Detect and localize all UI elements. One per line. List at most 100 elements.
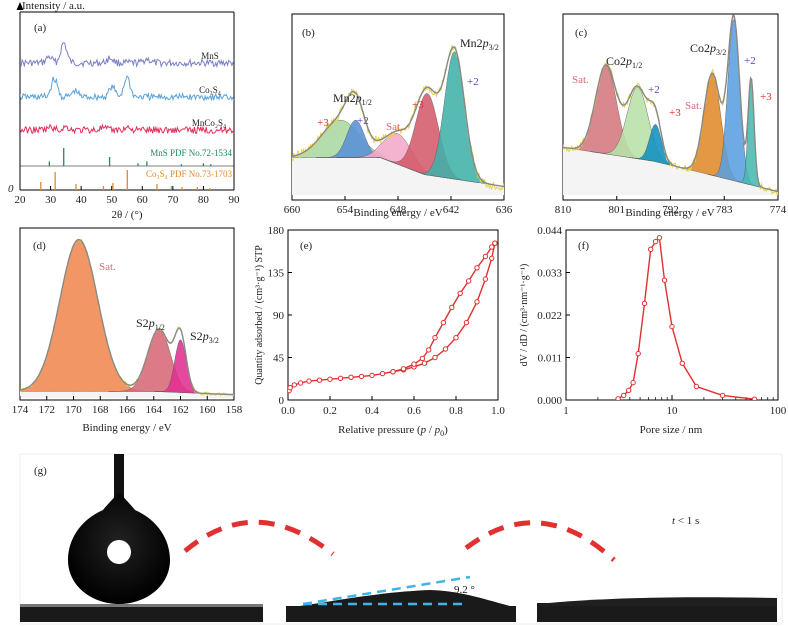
c-annot-plus3-left: +3 bbox=[669, 107, 681, 119]
panel-e-y-tick-label: 180 bbox=[268, 225, 285, 237]
panel-d-x-tick-label: 172 bbox=[39, 404, 56, 416]
panel-d-xlabel: Binding energy / eV bbox=[82, 422, 171, 434]
panel-a-x-tick-label: 20 bbox=[15, 194, 27, 206]
panel-b-x-tick-label: 660 bbox=[284, 204, 301, 216]
isotherm-point bbox=[419, 355, 426, 362]
panel-d-plot-area bbox=[20, 238, 234, 398]
isotherm-point bbox=[474, 265, 480, 271]
isotherm-point bbox=[442, 346, 449, 352]
panel-f-y-tick-label: 0.011 bbox=[538, 353, 562, 365]
b-annot-plus2-left: +2 bbox=[357, 115, 369, 127]
panel-d-x-tick-label: 164 bbox=[146, 404, 163, 416]
isotherm-point bbox=[432, 335, 438, 341]
isotherm-point bbox=[306, 378, 312, 384]
panel-b-x-tick-label: 648 bbox=[390, 204, 407, 216]
panel-e-y-tick-label: 90 bbox=[273, 310, 285, 322]
mn2p12-label: Mn2p1/2 bbox=[333, 91, 372, 107]
panel-e-y-tick-label: 45 bbox=[273, 353, 285, 365]
panel-e-x-tick-label: 0.4 bbox=[365, 405, 379, 417]
time-label: t < 1 s bbox=[672, 515, 699, 527]
pore-size-point bbox=[630, 379, 636, 386]
pore-size-point bbox=[719, 392, 726, 399]
panel-e-xlabel: Relative pressure (p / p0) bbox=[338, 424, 448, 438]
panel-e-ticks: 0.0 0.2 0.4 0.6 0.8 1.0 0 45 90 135 180 bbox=[268, 225, 506, 417]
c-annot-plus2-left: +2 bbox=[648, 84, 660, 96]
pore-size-point bbox=[751, 396, 758, 400]
isotherm-point bbox=[337, 375, 344, 381]
isotherm-point bbox=[369, 372, 375, 379]
panel-b-envelope bbox=[292, 46, 504, 188]
panel-c-envelope bbox=[563, 14, 778, 193]
pore-size-point bbox=[648, 246, 654, 253]
isotherm-branch-1 bbox=[392, 242, 496, 373]
trace-label-mnco2s4: MnCo₂S₄ bbox=[192, 118, 226, 128]
panel-g-label: (g) bbox=[34, 465, 47, 477]
b-annot-plus3-right: +3 bbox=[412, 99, 424, 111]
panel-b-xticks: 660 654 648 642 636 bbox=[284, 196, 513, 216]
panel-f-y-tick-label: 0.022 bbox=[537, 310, 562, 322]
panel-d-label: (d) bbox=[33, 240, 46, 252]
panel-a-x-tick-label: 60 bbox=[137, 194, 149, 206]
panel-f-y-tick-label: 0.044 bbox=[537, 225, 562, 237]
panel-c-xlabel: Binding energy / eV bbox=[625, 207, 714, 219]
droplet-spreading: 9.2 ° bbox=[286, 575, 516, 622]
droplet-absorbed: t < 1 s bbox=[537, 515, 777, 622]
panel-d-x-tick-label: 170 bbox=[65, 404, 82, 416]
xrd-trace-2 bbox=[20, 123, 234, 135]
panel-f-xlabel: Pore size / nm bbox=[640, 424, 703, 436]
isotherm-point bbox=[288, 385, 293, 391]
contact-angle-value: 9.2 ° bbox=[454, 584, 475, 596]
panel-d-x-tick-label: 158 bbox=[226, 404, 243, 416]
pdf-mns-label: MnS PDF No.72-1534 bbox=[150, 148, 232, 158]
contact-angle-tangent bbox=[302, 575, 471, 606]
isotherm-point bbox=[482, 276, 489, 282]
panel-e-x-tick-label: 0.8 bbox=[449, 405, 463, 417]
pore-size-point bbox=[635, 350, 641, 357]
isotherm-point bbox=[421, 360, 428, 366]
panel-c-background-area bbox=[563, 147, 778, 195]
s2p32-label: S2p3/2 bbox=[190, 329, 219, 345]
panel-e-plot-area bbox=[288, 240, 498, 394]
trace-label-mns: MnS bbox=[201, 51, 219, 61]
panel-b-plot-area bbox=[292, 45, 504, 195]
panel-a-reference-patterns bbox=[40, 148, 212, 190]
panel-g: (g) 9.2 ° t < 1 s bbox=[19, 453, 783, 625]
panel-c-label: (c) bbox=[575, 27, 588, 39]
panel-a-zero: 0 bbox=[8, 183, 14, 195]
panel-d-x-tick-label: 160 bbox=[199, 404, 216, 416]
isotherm-point bbox=[489, 244, 495, 250]
panel-f-y-tick-label: 0.000 bbox=[537, 395, 562, 407]
panel-c-x-tick-label: 774 bbox=[770, 204, 787, 216]
panel-f-x-tick-label: 100 bbox=[770, 405, 787, 417]
isotherm-point bbox=[291, 382, 297, 388]
panel-b: 660 654 648 642 636 (b) Binding energy / eV … bbox=[284, 13, 513, 219]
panel-e-label: (e) bbox=[300, 240, 313, 252]
panel-e-x-tick-label: 0.0 bbox=[281, 405, 295, 417]
panel-e-x-tick-label: 0.2 bbox=[323, 405, 337, 417]
panel-b-label: (b) bbox=[302, 27, 315, 39]
isotherm-point bbox=[379, 370, 386, 377]
isotherm-point bbox=[390, 369, 396, 375]
panel-d: 174 172 170 168 166 164 162 160 158 (d) Binding … bbox=[12, 227, 243, 434]
panel-b-x-tick-label: 642 bbox=[443, 204, 460, 216]
pore-size-point bbox=[641, 300, 648, 307]
panel-a-x-tick-label: 40 bbox=[76, 194, 88, 206]
isotherm-point bbox=[297, 380, 304, 386]
co2p12-label: Co2p1/2 bbox=[606, 54, 642, 70]
isotherm-point bbox=[358, 373, 365, 380]
pore-size-point bbox=[679, 360, 685, 366]
panel-b-background-area bbox=[292, 157, 504, 195]
panel-f-label: (f) bbox=[578, 240, 589, 252]
panel-a-xticks: 20 30 40 50 60 70 80 90 bbox=[15, 186, 240, 206]
panel-a-label: (a) bbox=[34, 22, 47, 34]
c-annot-plus3-right: +3 bbox=[760, 91, 772, 103]
pore-size-curve bbox=[617, 236, 755, 400]
panel-a-xlabel: 2θ / (°) bbox=[111, 209, 142, 221]
co2p32-label: Co2p3/2 bbox=[690, 41, 726, 57]
panel-c-x-tick-label: 783 bbox=[716, 204, 733, 216]
panel-f-y-tick-label: 0.033 bbox=[537, 268, 562, 280]
pore-size-point bbox=[652, 238, 659, 245]
panel-d-xticks: 174 172 170 168 166 164 162 160 158 bbox=[12, 396, 243, 416]
panel-d-x-tick-label: 162 bbox=[172, 404, 189, 416]
panel-d-envelope bbox=[20, 239, 234, 396]
